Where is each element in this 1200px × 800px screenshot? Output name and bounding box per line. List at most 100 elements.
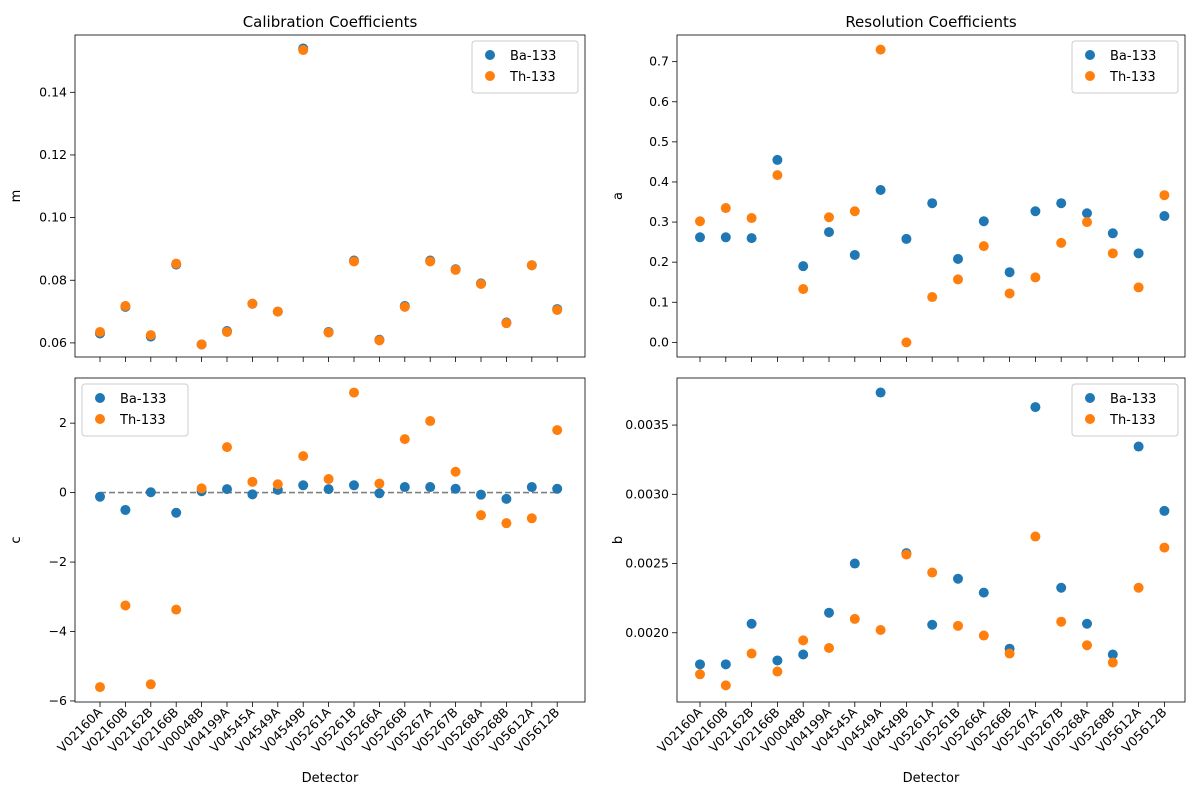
th-133-point [1159,542,1170,553]
legend-label: Th-133 [1109,413,1156,428]
y-tick-label: 0.06 [39,335,67,350]
legend-box [1071,383,1179,437]
th-133-point [927,292,938,303]
y-tick-label: 0.7 [649,54,669,69]
th-133-point [1107,248,1118,259]
ba-133-point [901,233,912,244]
y-tick-label: 0.6 [649,94,669,109]
legend: Ba-133 Th-133 [81,383,189,437]
chart-title: Calibration Coefficients [243,13,418,31]
y-tick-label: −2 [49,554,67,569]
ba-133-point [849,558,860,569]
th-133-point [247,298,258,309]
ba-133-point [772,154,783,165]
th-133-point [298,451,309,462]
th-133-legend-marker [485,71,495,81]
th-133-point [120,300,131,311]
chart-panel-3: −6−4−202V02160AV02160BV02162BV02166BV000… [9,377,586,786]
legend-label: Ba-133 [1110,392,1156,407]
ba-133-point [927,619,938,630]
th-133-point [1133,582,1144,593]
ba-133-legend-marker [485,50,495,60]
y-tick-label: −6 [49,693,67,708]
th-133-point [526,513,537,524]
ba-133-point [1107,228,1118,239]
ba-133-point [450,483,461,494]
th-133-point [476,510,486,521]
y-tick-label: 2 [59,415,67,430]
ba-133-point [953,573,963,584]
legend-label: Ba-133 [510,49,556,64]
th-133-point [953,620,963,631]
ba-133-point [824,227,834,238]
th-133-point [95,326,105,337]
ba-133-point [171,507,182,518]
legend-label: Th-133 [119,413,166,428]
th-133-point [272,479,283,490]
th-133-point [849,206,860,217]
th-133-point [1004,288,1015,299]
ba-133-legend-marker [1085,393,1095,403]
ba-133-point [1133,441,1144,452]
y-tick-label: 0.4 [649,174,669,189]
ba-133-point [552,483,563,494]
th-133-point [171,604,182,615]
y-axis-label: c [9,536,24,543]
th-133-point [1004,648,1015,659]
y-tick-label: 0.10 [39,210,67,225]
ba-133-point [953,253,963,264]
th-133-point [196,339,207,350]
ba-133-point [849,249,860,260]
y-tick-label: 0.5 [649,134,669,149]
y-tick-label: 0.0025 [625,556,669,571]
legend: Ba-133 Th-133 [1071,383,1179,437]
legend: Ba-133 Th-133 [1071,40,1179,94]
axes-frame [676,377,1186,703]
th-133-point [1082,640,1092,651]
chart-panel-4: 0.00200.00250.00300.0035V02160AV02160BV0… [611,377,1186,786]
th-133-point [875,44,886,55]
y-tick-label: 0.0035 [625,417,669,432]
ba-133-point [1107,649,1118,660]
y-axis-label: a [611,192,626,200]
ba-133-point [1030,206,1041,217]
y-tick-label: 0.08 [39,272,67,287]
th-133-point [1133,282,1144,293]
ba-133-point [720,232,731,243]
ba-133-point [1082,618,1092,629]
ba-133-point [978,216,989,227]
legend-box [1071,40,1179,94]
ba-133-point [1004,267,1015,278]
y-tick-label: 0.0030 [625,486,669,501]
th-133-point [1030,272,1041,283]
ba-133-point [1030,402,1041,413]
ba-133-point [978,587,989,598]
ba-133-point [875,387,886,398]
th-133-point [1082,217,1092,228]
y-tick-label: 0.3 [649,214,669,229]
th-133-point [927,567,938,578]
th-133-point [798,284,809,295]
axes-frame [74,34,586,358]
ba-133-point [695,232,705,243]
legend-label: Ba-133 [120,392,166,407]
ba-133-legend-marker [95,393,105,403]
y-tick-label: 0.2 [649,254,669,269]
th-133-point [501,318,512,329]
ba-133-point [824,607,834,618]
ba-133-point [746,618,757,629]
th-133-point [953,274,963,285]
y-tick-label: 0.14 [39,84,67,99]
y-tick-label: 0 [59,485,67,500]
th-133-point [374,335,385,346]
th-133-point [695,669,705,680]
ba-133-point [1056,198,1067,209]
ba-133-point [145,487,156,498]
th-133-point [349,387,359,398]
th-133-point [1056,616,1067,627]
th-133-point [552,425,563,436]
th-133-point [849,613,860,624]
th-133-point [298,45,309,56]
ba-133-point [222,484,232,495]
